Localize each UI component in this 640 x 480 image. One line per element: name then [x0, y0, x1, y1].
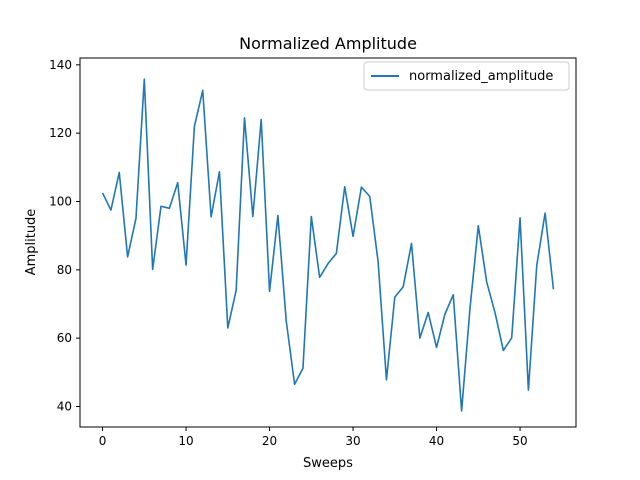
- plot-frame: [79, 57, 577, 428]
- x-axis-label: Sweeps: [303, 456, 353, 471]
- legend: normalized_amplitude: [363, 61, 570, 91]
- x-tick-label: 50: [512, 434, 527, 448]
- y-tick-label: 40: [57, 400, 72, 414]
- x-tick-label: 30: [345, 434, 360, 448]
- legend-label: normalized_amplitude: [409, 69, 553, 84]
- series-line-normalized_amplitude: [101, 78, 555, 412]
- y-tick-label: 120: [49, 126, 72, 140]
- x-tick-label: 10: [178, 434, 193, 448]
- legend-box: [363, 61, 570, 91]
- chart-title: Normalized Amplitude: [239, 34, 417, 53]
- y-tick-label: 140: [49, 58, 72, 72]
- y-tick-label: 80: [57, 263, 72, 277]
- y-tick-label: 60: [57, 331, 72, 345]
- x-tick-label: 40: [429, 434, 444, 448]
- x-tick-label: 20: [262, 434, 277, 448]
- x-tick-label: 0: [99, 434, 107, 448]
- y-tick-label: 100: [49, 195, 72, 209]
- y-axis-label: Amplitude: [24, 209, 39, 276]
